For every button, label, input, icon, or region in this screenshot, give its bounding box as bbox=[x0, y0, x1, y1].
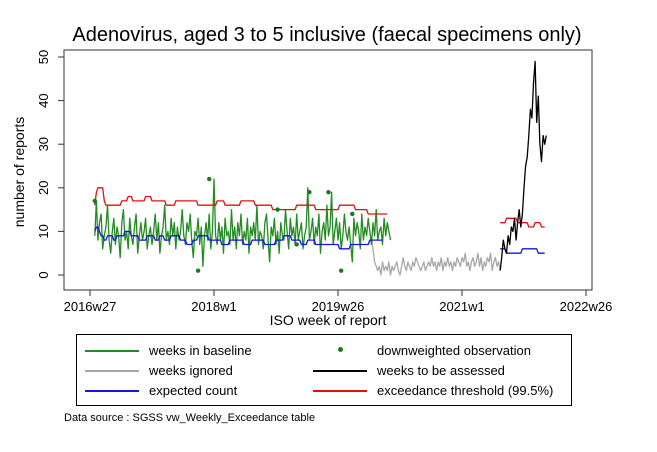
legend-item-ignored: weeks ignored bbox=[85, 361, 233, 379]
legend-label: weeks to be assessed bbox=[377, 362, 505, 378]
downweighted-point bbox=[195, 268, 201, 273]
y-axis: 0 10 20 30 40 50 bbox=[36, 50, 64, 279]
legend-item-threshold: exceedance threshold (99.5%) bbox=[313, 381, 553, 399]
downweighted-point bbox=[275, 207, 280, 212]
legend-swatch bbox=[85, 362, 139, 378]
downweighted-point bbox=[338, 268, 344, 273]
series-line-expected bbox=[500, 248, 545, 254]
legend-swatch bbox=[313, 382, 367, 398]
downweighted-point bbox=[307, 189, 312, 195]
legend-swatch bbox=[85, 342, 139, 358]
x-tick-label: 2019w26 bbox=[312, 299, 365, 314]
chart-title: Adenovirus, aged 3 to 5 inclusive (faeca… bbox=[72, 24, 581, 46]
y-tick-label: 50 bbox=[36, 50, 51, 64]
series-line-threshold bbox=[500, 217, 545, 228]
legend-label: expected count bbox=[149, 382, 238, 398]
y-tick-label: 40 bbox=[36, 93, 51, 107]
legend: weeks in baseline downweighted observatio… bbox=[76, 334, 572, 406]
series-line-ignored bbox=[370, 235, 501, 276]
x-tick-label: 2021w1 bbox=[439, 299, 485, 314]
legend-swatch bbox=[313, 342, 367, 358]
x-axis: 2016w27 2018w1 2019w26 2021w1 2022w26 bbox=[64, 290, 613, 314]
legend-swatch bbox=[313, 362, 367, 378]
legend-label: weeks ignored bbox=[149, 362, 233, 378]
series-layer bbox=[92, 60, 547, 276]
y-tick-label: 30 bbox=[36, 137, 51, 151]
x-tick-label: 2018w1 bbox=[191, 299, 237, 314]
series-line-threshold bbox=[94, 187, 388, 215]
legend-label: exceedance threshold (99.5%) bbox=[377, 382, 554, 398]
data-source-note: Data source : SGSS vw_Weekly_Exceedance … bbox=[64, 412, 316, 424]
downweighted-point bbox=[350, 211, 355, 217]
legend-item-expected: expected count bbox=[85, 381, 237, 399]
x-axis-label: ISO week of report bbox=[270, 312, 387, 328]
downweighted-point bbox=[207, 176, 212, 182]
downweighted-point bbox=[92, 198, 97, 204]
x-tick-label: 2022w26 bbox=[560, 299, 613, 314]
y-tick-label: 20 bbox=[36, 181, 51, 195]
y-axis-label: number of reports bbox=[11, 117, 27, 228]
legend-label: downweighted observation bbox=[377, 342, 531, 358]
legend-label: weeks in baseline bbox=[149, 342, 252, 358]
plot-area bbox=[63, 49, 593, 291]
legend-item-assessed: weeks to be assessed bbox=[313, 361, 505, 379]
legend-swatch bbox=[85, 382, 139, 398]
x-tick-label: 2016w27 bbox=[64, 299, 117, 314]
y-tick-label: 10 bbox=[36, 224, 51, 238]
legend-item-baseline: weeks in baseline bbox=[85, 341, 252, 359]
legend-item-downweighted: downweighted observation bbox=[313, 341, 531, 359]
downweighted-point bbox=[294, 242, 299, 247]
y-tick-label: 0 bbox=[36, 271, 51, 278]
downweighted-point bbox=[326, 189, 331, 195]
series-line-expected bbox=[94, 226, 383, 250]
series-line-assessed bbox=[499, 60, 547, 271]
